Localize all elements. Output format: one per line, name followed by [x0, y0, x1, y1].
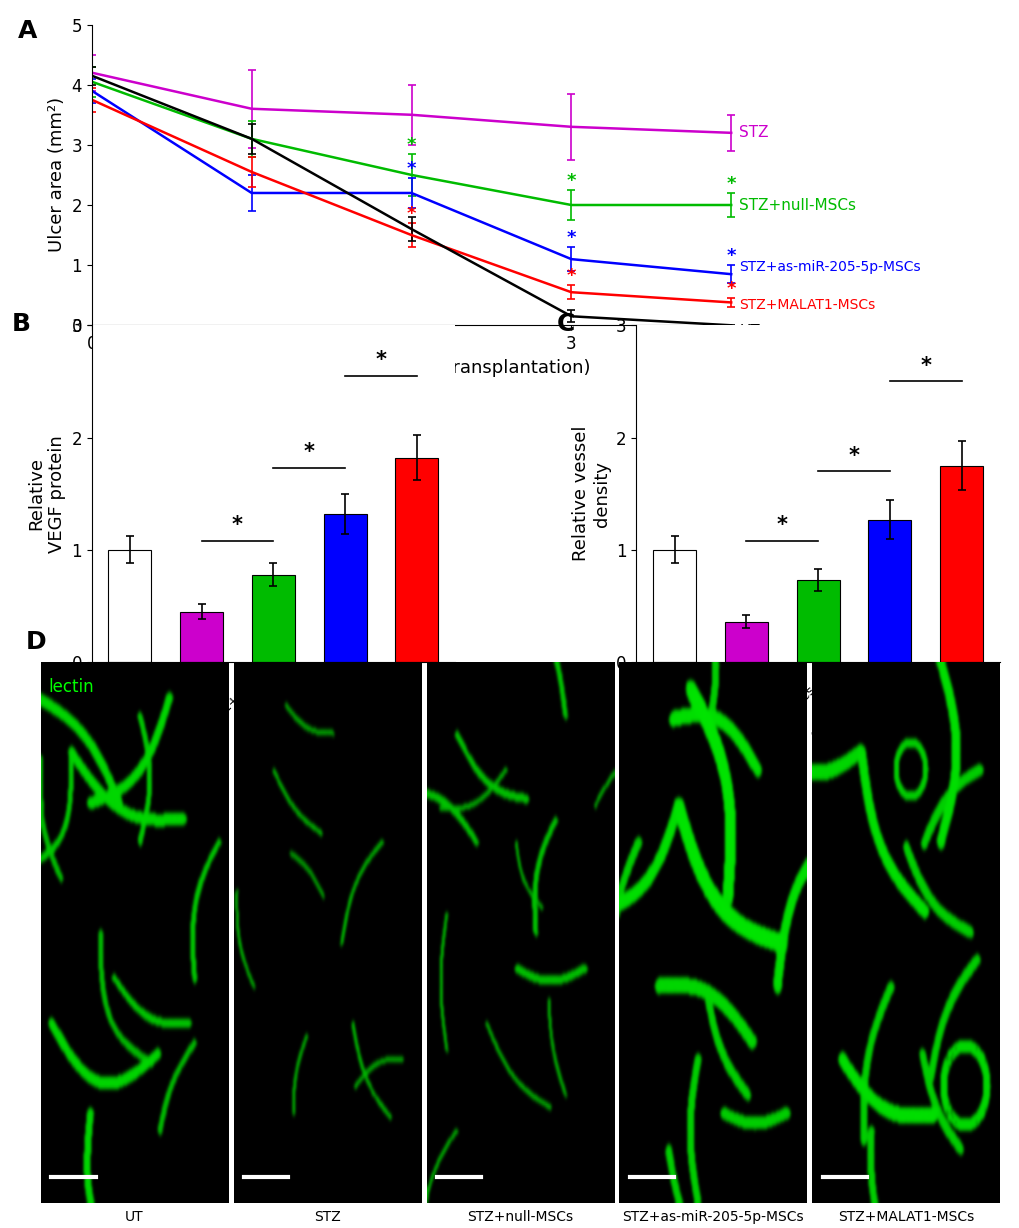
Y-axis label: Relative vessel
density: Relative vessel density — [572, 426, 610, 561]
Text: *: * — [375, 350, 386, 370]
Text: *: * — [726, 174, 736, 193]
Bar — [180, 612, 223, 662]
Text: *: * — [566, 172, 576, 190]
Bar — [652, 550, 695, 662]
Bar — [252, 575, 294, 662]
Text: *: * — [848, 446, 859, 465]
Bar — [867, 519, 910, 662]
Text: STZ+null-MSCs: STZ+null-MSCs — [739, 198, 855, 212]
Bar — [108, 550, 151, 662]
X-axis label: STZ: STZ — [314, 1211, 340, 1224]
Bar — [323, 513, 366, 662]
Text: A: A — [18, 18, 38, 43]
Text: *: * — [407, 136, 416, 154]
Y-axis label: Relative
VEGF protein: Relative VEGF protein — [28, 435, 66, 553]
Text: *: * — [775, 516, 787, 535]
Text: lectin: lectin — [48, 678, 94, 696]
X-axis label: STZ+null-MSCs: STZ+null-MSCs — [467, 1211, 573, 1224]
Y-axis label: Ulcer area (mm²): Ulcer area (mm²) — [48, 97, 66, 253]
X-axis label: STZ+MALAT1-MSCs: STZ+MALAT1-MSCs — [837, 1211, 973, 1224]
Text: *: * — [726, 247, 736, 265]
Text: *: * — [566, 266, 576, 285]
Text: B: B — [12, 312, 31, 335]
Text: STZ: STZ — [739, 125, 768, 140]
X-axis label: UT: UT — [125, 1211, 144, 1224]
X-axis label: STZ+as-miR-205-5p-MSCs: STZ+as-miR-205-5p-MSCs — [622, 1211, 803, 1224]
Bar — [395, 458, 438, 662]
Text: *: * — [407, 160, 416, 178]
Text: STZ+as-miR-205-5p-MSCs: STZ+as-miR-205-5p-MSCs — [739, 260, 920, 274]
Text: STZ+MALAT1-MSCs: STZ+MALAT1-MSCs — [739, 298, 874, 312]
Text: C: C — [556, 312, 575, 335]
Text: D: D — [25, 630, 47, 653]
Text: *: * — [407, 205, 416, 223]
Bar — [796, 580, 839, 662]
Text: *: * — [566, 230, 576, 247]
Bar — [940, 465, 982, 662]
Text: *: * — [231, 516, 243, 535]
Text: *: * — [304, 442, 315, 462]
Text: *: * — [919, 356, 930, 376]
X-axis label: Time (weeks post MSC transplantation): Time (weeks post MSC transplantation) — [235, 359, 590, 377]
Bar — [725, 621, 767, 662]
Text: *: * — [726, 280, 736, 297]
Text: UT: UT — [739, 324, 759, 339]
